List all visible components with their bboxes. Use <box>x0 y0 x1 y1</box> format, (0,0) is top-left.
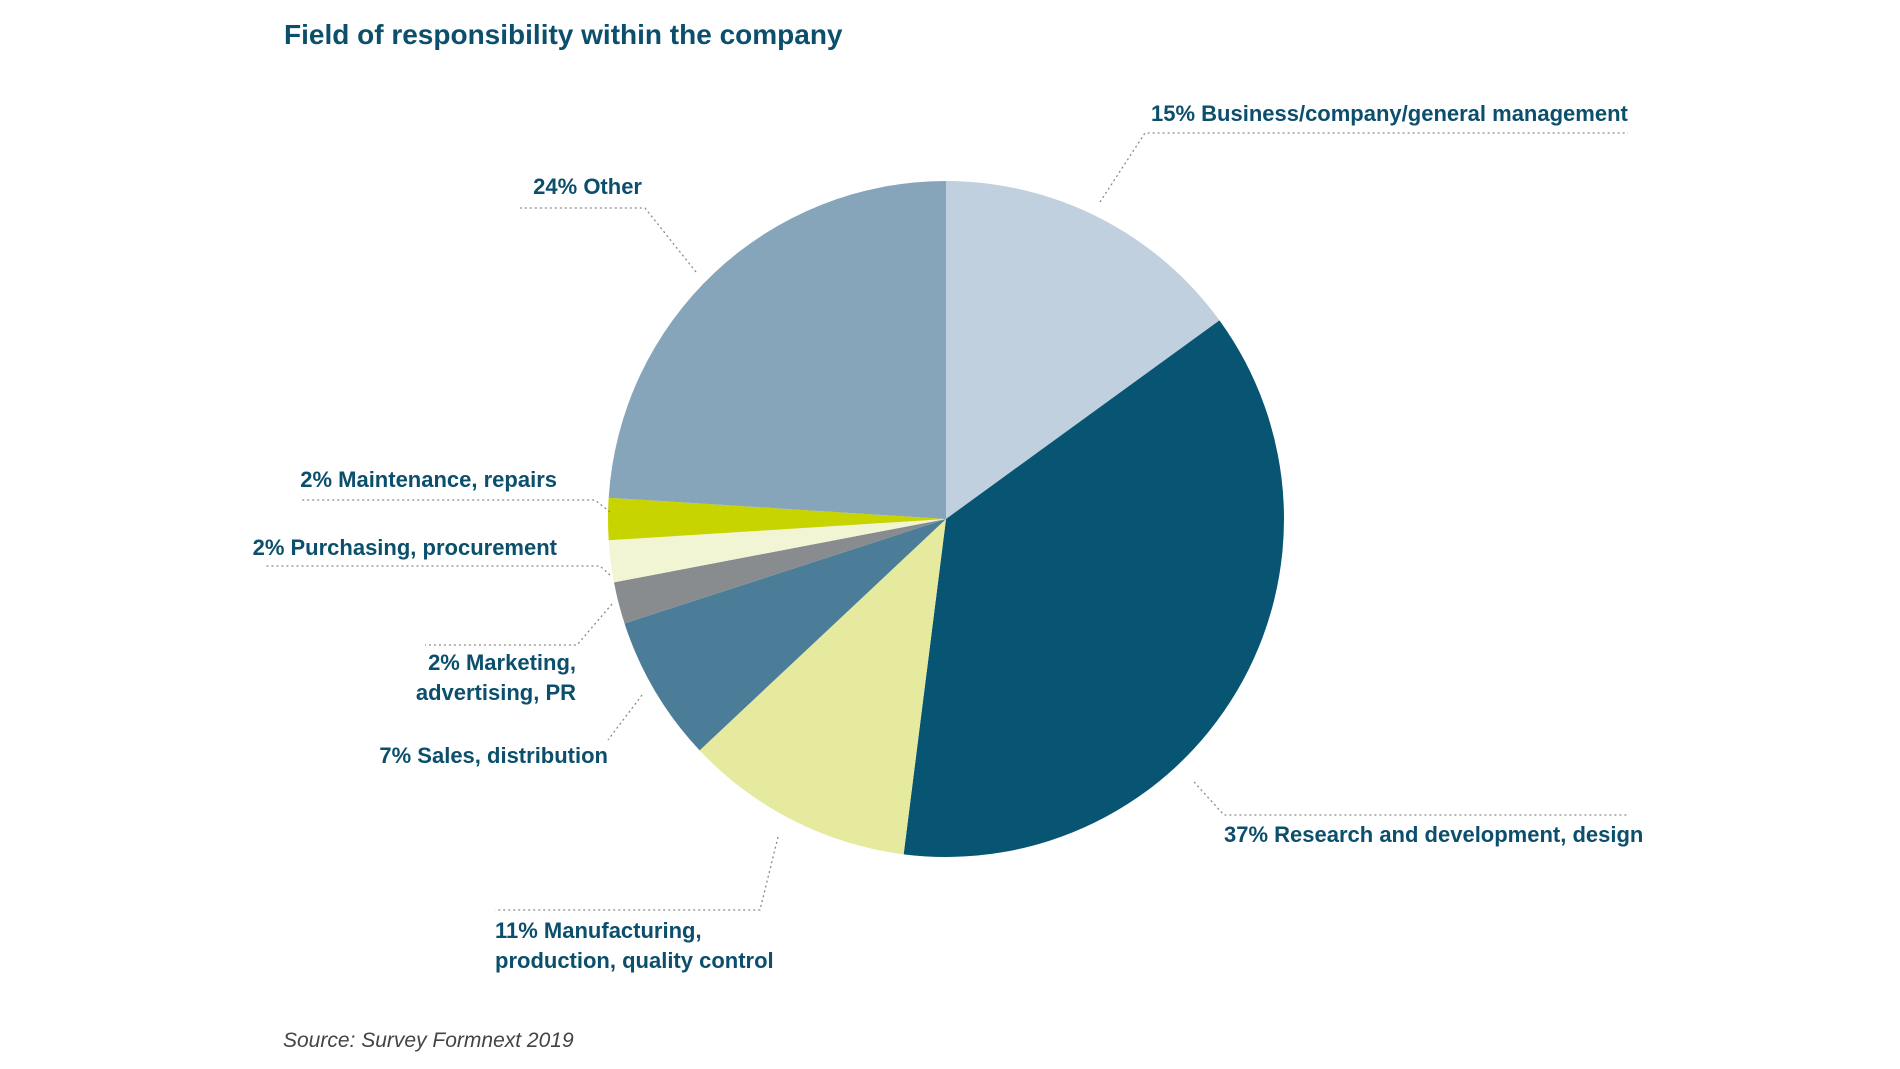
slice-label-maintenance-repairs: 2% Maintenance, repairs <box>300 467 557 492</box>
leader-line-purchasing-procurement <box>265 565 611 576</box>
pie-slices <box>608 180 1284 857</box>
slice-label-other: 24% Other <box>533 174 642 199</box>
slice-label-line: 7% Sales, distribution <box>379 743 608 768</box>
leader-line-other <box>520 207 697 273</box>
chart-title: Field of responsibility within the compa… <box>284 19 843 50</box>
slice-label-purchasing-procurement: 2% Purchasing, procurement <box>253 535 558 560</box>
pie-slice-other <box>608 181 946 519</box>
slice-label-business-company-general-management: 15% Business/company/general management <box>1151 101 1629 126</box>
source-note: Source: Survey Formnext 2019 <box>283 1029 574 1052</box>
slice-label-line: 37% Research and development, design <box>1224 822 1643 847</box>
slice-label-line: 2% Maintenance, repairs <box>300 467 557 492</box>
pie-slice-research-and-development-design <box>903 320 1284 857</box>
slice-label-marketing-advertising-pr: 2% Marketing, advertising, PR <box>416 650 576 705</box>
leader-line-marketing-advertising-pr <box>425 603 613 646</box>
pie-slice-marketing-advertising-pr <box>613 519 946 624</box>
leader-line-sales-distribution <box>607 694 643 741</box>
leader-line-research-and-development-design <box>1193 781 1628 816</box>
leader-line-manufacturing-production-quality-control <box>495 836 779 911</box>
slice-label-line: production, quality control <box>495 948 774 973</box>
slice-label-line: 2% Marketing, <box>428 650 576 675</box>
pie-slice-business-company-general-management <box>946 180 1220 519</box>
leader-line-maintenance-repairs <box>300 499 611 513</box>
slice-labels: 15% Business/company/general management 3… <box>253 101 1644 973</box>
pie-slice-manufacturing-production-quality-control <box>699 519 946 855</box>
slice-label-line: 15% Business/company/general management <box>1151 101 1629 126</box>
slice-label-research-and-development-design: 37% Research and development, design <box>1224 822 1643 847</box>
slice-label-sales-distribution: 7% Sales, distribution <box>379 743 608 768</box>
slice-label-line: advertising, PR <box>416 680 576 705</box>
slice-label-line: 11% Manufacturing, <box>495 918 702 943</box>
leader-line-business-company-general-management <box>1099 132 1628 203</box>
pie-slice-purchasing-procurement <box>608 519 946 583</box>
pie-slice-sales-distribution <box>624 519 946 751</box>
slice-label-line: 24% Other <box>533 174 642 199</box>
slice-label-line: 2% Purchasing, procurement <box>253 535 558 560</box>
leader-lines <box>265 132 1628 911</box>
slice-label-manufacturing-production-quality-control: 11% Manufacturing, production, quality co… <box>495 918 774 973</box>
pie-slice-maintenance-repairs <box>608 497 946 541</box>
